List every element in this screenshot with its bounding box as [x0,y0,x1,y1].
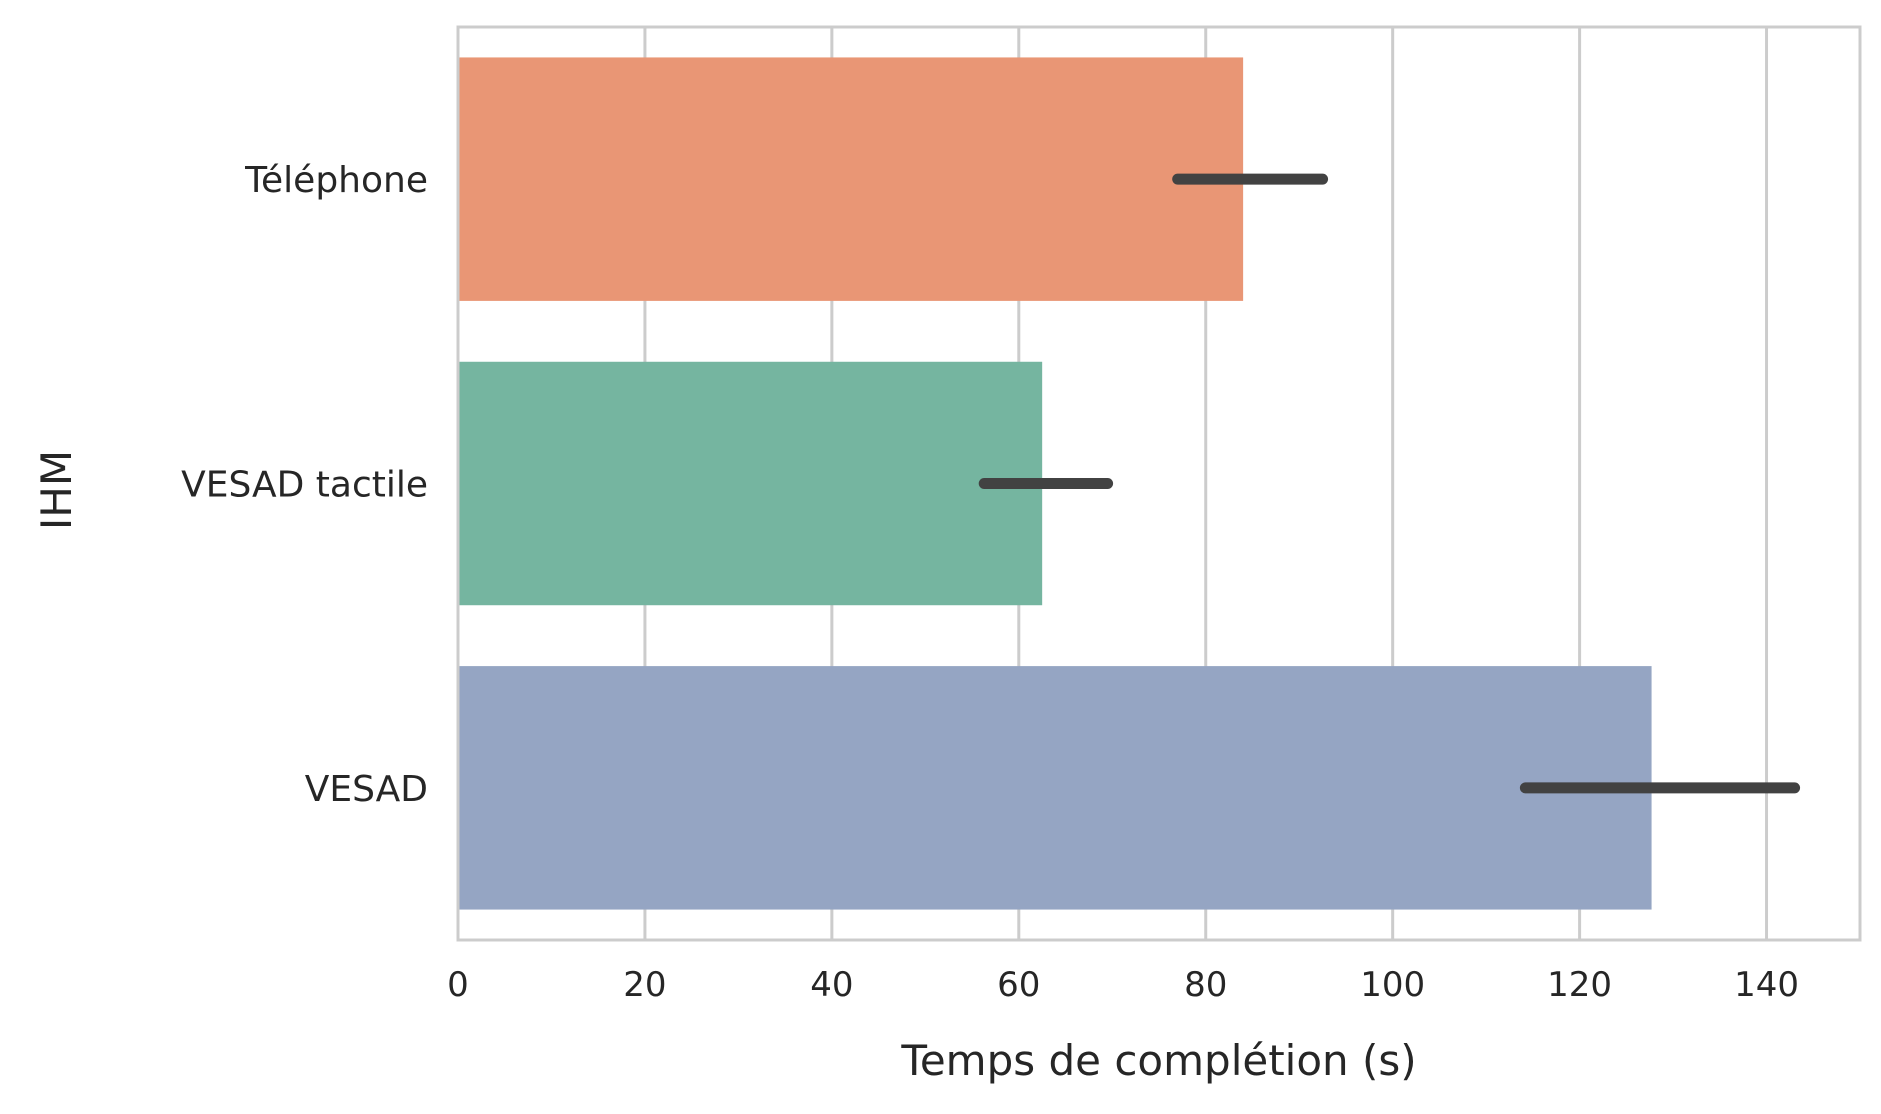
x-tick-label: 100 [1360,965,1425,1005]
y-axis-label: IHM [32,450,81,530]
x-axis-label: Temps de complétion (s) [900,1036,1416,1085]
category-label: Téléphone [244,160,428,201]
x-tick-label: 60 [997,965,1040,1005]
x-tick-label: 40 [810,965,853,1005]
bars [458,57,1652,910]
plot-frame [456,25,1862,942]
category-label: VESAD tactile [181,465,428,506]
x-tick-labels: 0 20 40 60 80 100 120 140 [447,965,1799,1005]
bar [458,666,1652,910]
bar [458,57,1244,301]
error-bars [978,173,1801,794]
x-tick-label: 140 [1734,965,1799,1005]
x-tick-label: 120 [1547,965,1612,1005]
x-tick-label: 20 [623,965,666,1005]
bar [458,361,1043,606]
category-label: VESAD [305,769,428,810]
x-tick-label: 80 [1184,965,1227,1005]
x-tick-label: 0 [447,965,469,1005]
category-labels: Téléphone VESAD tactile VESAD [181,160,428,810]
